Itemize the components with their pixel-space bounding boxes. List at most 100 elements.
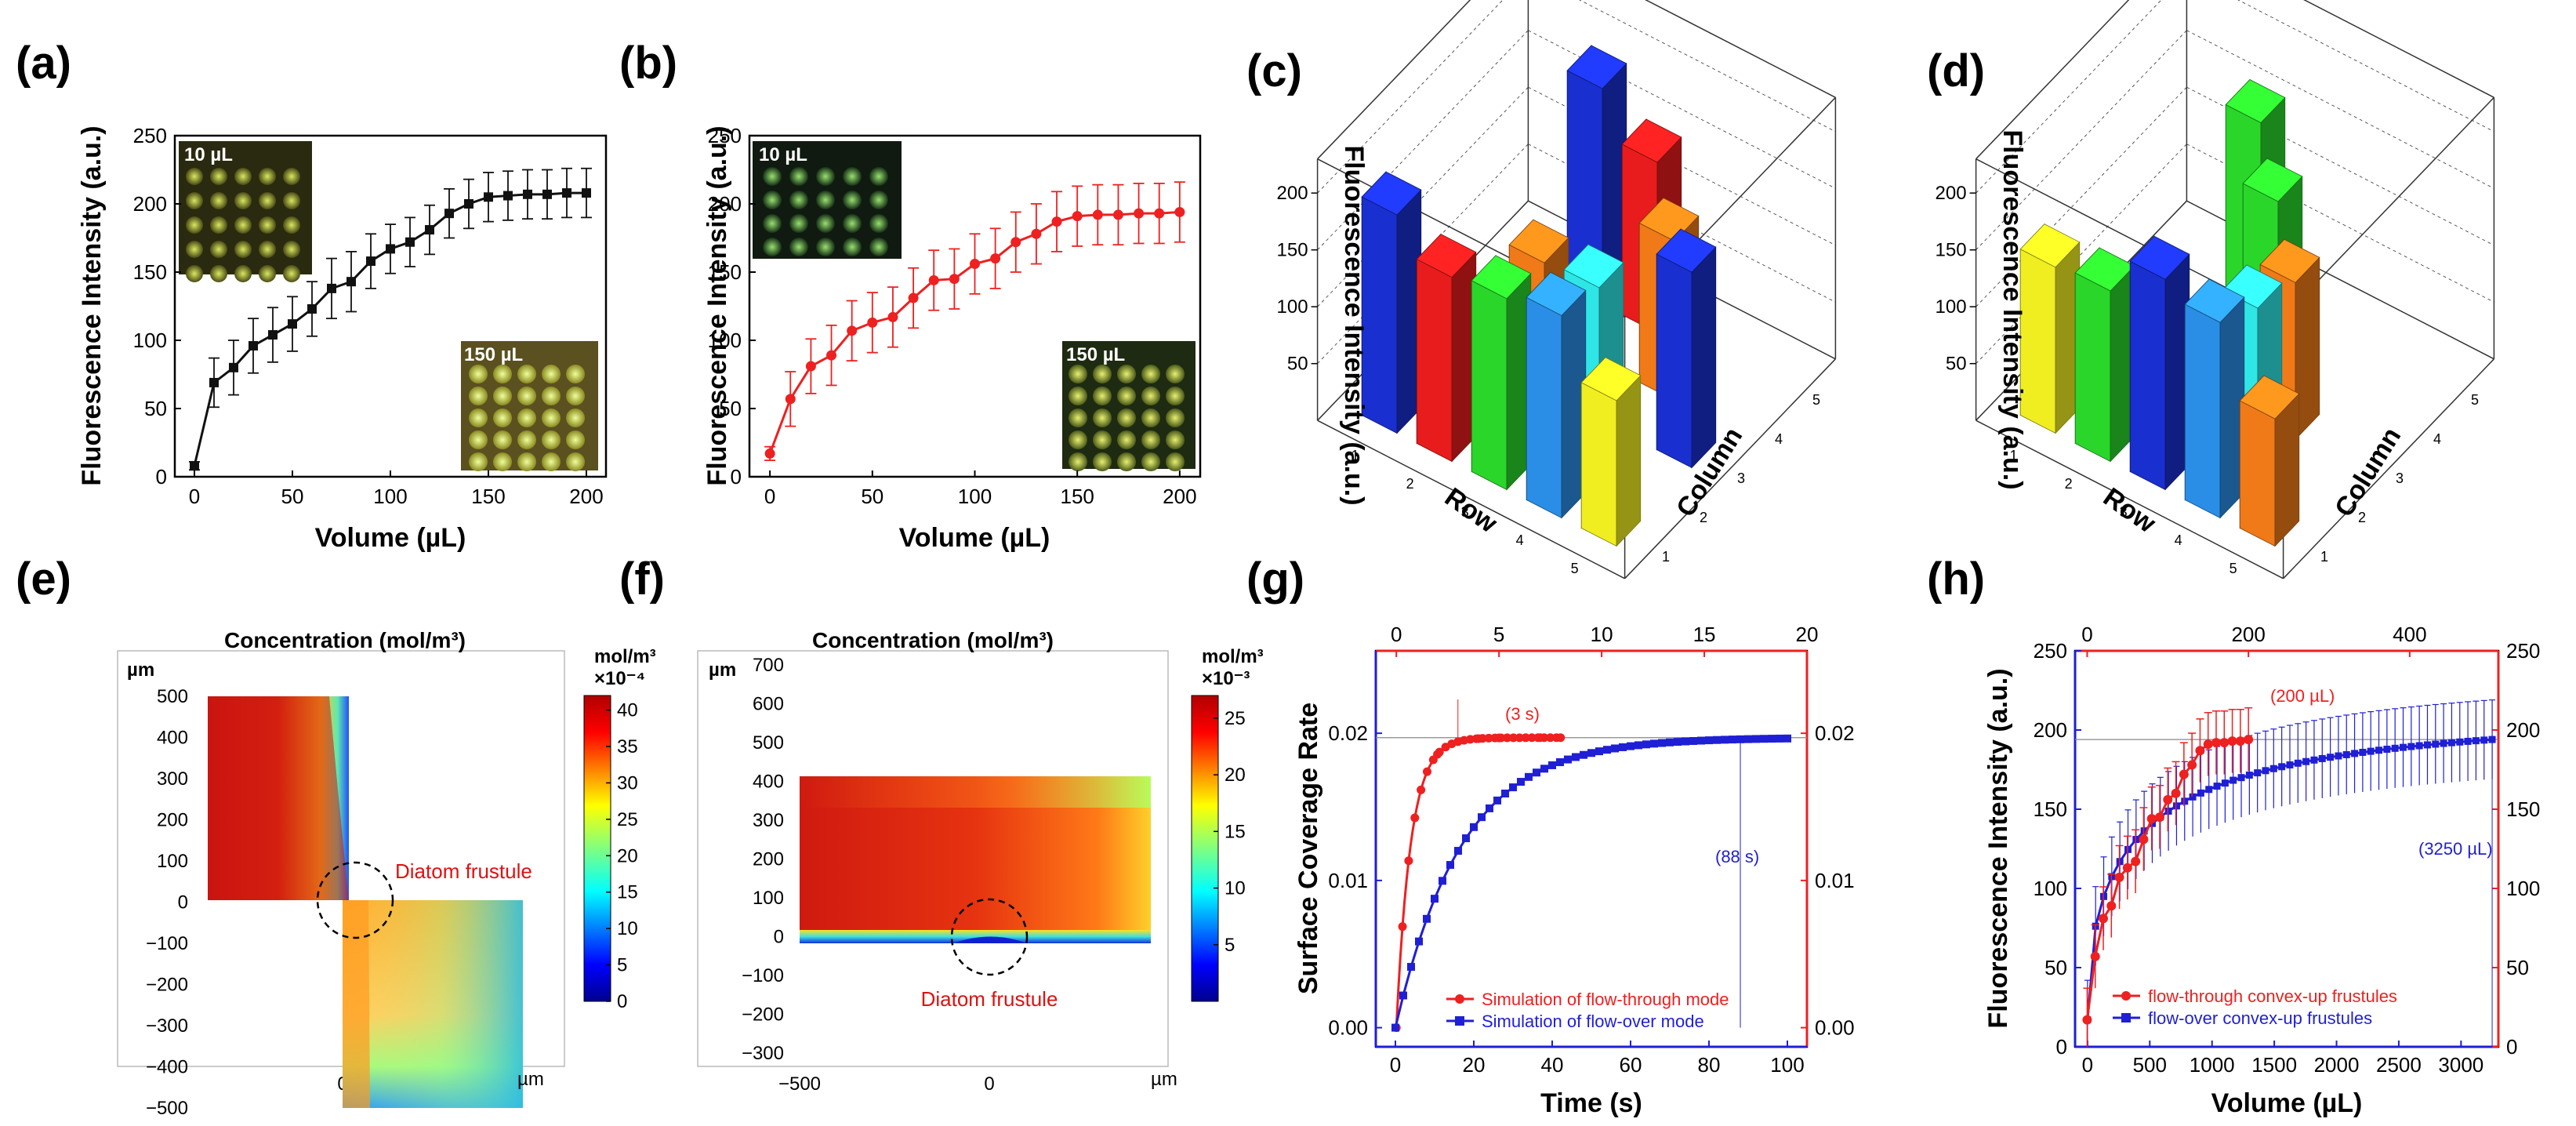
well [816,167,835,186]
data-point [1486,804,1493,812]
data-point [2278,763,2286,771]
well [259,265,276,282]
well [542,430,561,449]
data-point [582,188,591,198]
data-point [2179,769,2189,779]
row-tick-label: 4 [1516,532,1524,548]
well [210,265,227,282]
row-tick-label: 5 [1571,561,1579,576]
data-series [1376,699,1807,1033]
panel-label-a: (a) [16,38,71,89]
y-tick-label: 250 [2034,639,2067,663]
y-tick-label: 0 [156,465,167,489]
y-tick-label: 700 [753,655,784,676]
bar-top-face [2129,235,2190,280]
y-tick-label: 0 [774,927,784,948]
x-tick-label: 20 [1463,1053,1486,1077]
data-point [1752,735,1760,743]
bar-r4-c1 [1526,271,1587,519]
data-point [1501,789,1509,797]
bar-r1-c1 [1361,171,1422,434]
panel-label-g: (g) [1246,554,1304,605]
legend-marker-flow-over [2121,1013,2131,1022]
field-upper-core [208,696,349,900]
data-series [764,181,1185,462]
well [1093,452,1112,471]
frustule-marker [316,861,394,939]
annotation-200ul: (200 µL) [2270,686,2335,706]
x-tick-label: 80 [1698,1053,1721,1077]
x-axis-label: Volume (µL) [2211,1088,2363,1118]
data-point [2456,738,2464,746]
well [469,409,488,427]
data-point [425,225,434,235]
data-point [2447,739,2455,746]
data-point [2090,951,2100,961]
heatmap-title: Concentration (mol/m³) [812,628,1054,652]
well [234,192,252,209]
data-point [1760,735,1768,743]
well [283,241,300,258]
data-point [1533,768,1540,777]
z-axis-label: Fluorescence Intensity (a.u.) [1339,145,1369,505]
data-point [949,274,960,285]
data-point [2227,736,2237,746]
inset-label-150ul: 150 µL [464,344,523,365]
bar-group [1361,44,1717,547]
data-point [1435,747,1444,757]
well [789,214,808,233]
well [283,168,300,185]
bar-front-face [2239,400,2276,547]
panel-label-h: (h) [1927,554,1985,605]
x-axis-label: Time (s) [1540,1088,1642,1118]
y-tick-label: 500 [753,732,784,754]
z-tick-label: 100 [1936,296,1967,318]
data-point [1689,736,1697,745]
axis-ticks: 50 100 150 200 1 2 3 4 5 1 2 3 4 5 [1936,183,2479,576]
y-tick-label: 0 [178,892,188,914]
well [186,168,203,185]
data-point [1417,785,1426,794]
z-tick-label: 150 [1936,240,1967,261]
y-tick-label: 50 [2044,956,2067,979]
data-point [1540,733,1549,743]
data-point [1580,750,1587,759]
right-y-tick-label: 0 [2506,1035,2517,1059]
legend-label-flow-through: flow-through convex-up frustules [2148,986,2397,1006]
y-tick-label: 500 [157,686,188,707]
data-point [2230,776,2237,784]
data-point [1776,734,1783,743]
column-tick-label: 2 [2358,510,2366,525]
y-axis-label: Fluorescence Intensity (a.u.) [77,125,107,485]
annotation-3s: (3 s) [1505,704,1540,724]
field-lower-core [343,900,370,1108]
y-axis-label: Surface Coverage Rate [1293,703,1323,994]
data-point [867,317,878,328]
heatmap-title: Concentration (mol/m³) [224,628,466,652]
data-point [1446,861,1454,870]
well [517,409,536,427]
row-tick-label: 1 [1351,448,1359,463]
y-tick-label: −200 [146,975,188,996]
well [186,265,203,282]
well [1117,452,1136,471]
y-tick-label: 600 [753,694,784,715]
data-point [2351,750,2359,757]
data-point [307,303,317,314]
well [1093,365,1112,383]
well [493,452,512,471]
box-edge [1624,358,1836,579]
well [763,238,782,256]
well [869,167,888,186]
data-point [2391,744,2399,752]
top-x-tick-label: 400 [2393,623,2426,646]
data-point [785,394,796,405]
z-tick-label: 50 [1946,354,1967,375]
well [469,452,488,471]
z-tick-label: 150 [1277,240,1308,261]
well [1166,409,1185,427]
bar-right-face [1691,246,1717,469]
right-y-tick-label: 250 [2506,639,2540,663]
